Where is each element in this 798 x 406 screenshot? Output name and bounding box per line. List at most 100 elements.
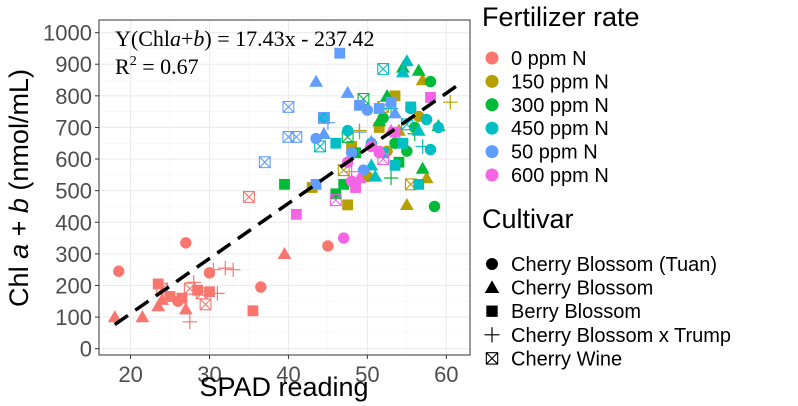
data-point xyxy=(425,92,436,103)
y-tick-label: 900 xyxy=(55,52,92,77)
data-point xyxy=(396,65,410,78)
data-point xyxy=(258,156,271,169)
data-point xyxy=(415,139,430,154)
data-point xyxy=(243,191,255,203)
x-tick-label: 30 xyxy=(197,362,221,387)
legend-key-fertilizer xyxy=(485,121,499,135)
legend-key-fertilizer xyxy=(485,51,499,65)
data-point xyxy=(388,106,402,119)
data-point xyxy=(309,74,323,87)
data-point xyxy=(397,137,409,149)
data-point xyxy=(247,305,259,317)
legend-key-fertilizer xyxy=(485,168,499,182)
data-points xyxy=(107,47,458,330)
data-point xyxy=(368,169,383,182)
data-point xyxy=(218,260,233,276)
data-point xyxy=(186,275,201,290)
legend-label-cultivar: Cherry Blossom xyxy=(511,278,653,300)
legend-key-cultivar xyxy=(486,258,498,270)
data-point xyxy=(341,124,354,137)
data-point xyxy=(192,284,204,296)
data-point xyxy=(346,141,357,152)
r-squared: R2 = 0.67 xyxy=(115,54,199,79)
data-point xyxy=(383,170,399,186)
data-point xyxy=(342,199,354,211)
data-point xyxy=(279,178,290,190)
data-point xyxy=(377,153,390,166)
data-point xyxy=(107,310,122,323)
y-tick-label: 800 xyxy=(55,84,92,109)
legend-key-cultivar xyxy=(485,352,499,365)
x-axis-ticks: 20 30 40 50 60 xyxy=(118,355,459,387)
data-point xyxy=(352,124,367,140)
data-point xyxy=(183,282,196,295)
y-tick-label: 500 xyxy=(55,179,92,204)
y-tick-label: 600 xyxy=(55,147,92,172)
legend-key-fertilizer xyxy=(485,98,499,112)
data-point xyxy=(178,302,193,315)
legend-label-fertilizer: 300 ppm N xyxy=(511,95,609,117)
data-point xyxy=(373,147,385,159)
y-axis-title: Chl a + b (nmol/mL) xyxy=(4,69,34,307)
legend-label-fertilizer: 450 ppm N xyxy=(511,118,609,140)
data-point xyxy=(338,232,350,244)
legend-cultivar: Cultivar Cherry Blossom (Tuan)Cherry Blo… xyxy=(482,204,731,370)
x-tick-label: 40 xyxy=(276,362,300,387)
y-tick-label: 1000 xyxy=(43,21,92,46)
data-point xyxy=(180,237,192,249)
data-point xyxy=(338,178,350,190)
legend-label-fertilizer: 600 ppm N xyxy=(511,165,609,187)
data-point xyxy=(290,208,302,220)
data-point xyxy=(318,112,330,124)
data-point xyxy=(164,291,176,302)
y-tick-label: 100 xyxy=(55,305,92,330)
legend-fertilizer-title: Fertilizer rate xyxy=(482,2,640,32)
data-point xyxy=(151,299,166,312)
legend-label-fertilizer: 50 ppm N xyxy=(511,142,598,164)
legend-label-cultivar: Cherry Blossom x Trump xyxy=(511,325,731,347)
data-point xyxy=(210,286,225,301)
x-axis-title: SPAD reading xyxy=(199,372,368,402)
data-point xyxy=(225,262,241,277)
data-point xyxy=(113,265,125,277)
data-point xyxy=(182,314,197,330)
legend-label-cultivar: Cherry Blossom (Tuan) xyxy=(511,254,717,276)
legend-label-fertilizer: 0 ppm N xyxy=(511,48,587,70)
data-point xyxy=(334,47,346,59)
data-point xyxy=(204,286,215,298)
data-point xyxy=(135,310,150,323)
data-point xyxy=(415,161,430,174)
data-point xyxy=(399,54,414,67)
data-point xyxy=(428,200,441,213)
y-tick-label: 300 xyxy=(55,242,92,267)
data-point xyxy=(443,94,458,110)
data-point xyxy=(354,99,365,111)
data-point xyxy=(424,143,437,156)
data-point xyxy=(329,194,342,207)
legend-key-fertilizer xyxy=(485,145,499,159)
regression-equation: Y(Chla+b) = 17.43x - 237.42 xyxy=(115,26,374,51)
x-tick-label: 60 xyxy=(434,362,458,387)
data-point xyxy=(322,240,334,252)
data-point xyxy=(411,123,426,136)
data-point xyxy=(206,262,221,277)
y-tick-label: 200 xyxy=(55,273,92,298)
y-axis-ticks: 0 100 200 300 400 500 600 700 800 900 1000 xyxy=(43,21,99,362)
legend-label-cultivar: Cherry Wine xyxy=(511,348,622,370)
data-point xyxy=(330,137,342,149)
data-point xyxy=(411,63,426,76)
legend-key-cultivar xyxy=(484,280,500,294)
data-point xyxy=(255,281,267,293)
data-point xyxy=(176,292,188,304)
data-point xyxy=(340,85,355,98)
legend-key-cultivar xyxy=(484,327,500,343)
data-point xyxy=(330,188,342,200)
legend-key-fertilizer xyxy=(485,74,499,88)
data-point xyxy=(350,182,361,193)
data-point xyxy=(372,114,387,127)
x-tick-label: 50 xyxy=(355,362,379,387)
plot-border xyxy=(98,19,471,356)
legend-label-cultivar: Berry Blossom xyxy=(511,301,641,323)
